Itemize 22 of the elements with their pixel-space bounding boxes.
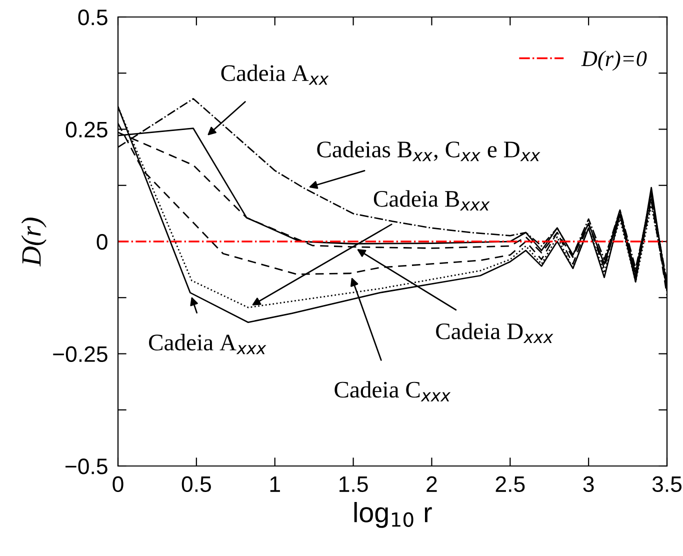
x-tick-label: 2.5 <box>496 476 525 492</box>
x-tick-label: 0 <box>112 476 124 492</box>
y-tick-label: 0 <box>96 234 108 250</box>
x-tick-label: 3 <box>583 476 594 492</box>
x-tick-label: 1.5 <box>340 476 368 492</box>
x-tick-label: 3.5 <box>652 476 682 492</box>
y-tick-label: 0.5 <box>78 10 108 26</box>
y-tick-label: 0.25 <box>66 122 108 138</box>
y-axis-title: D(r) <box>21 218 46 266</box>
annotation: Cadeia A$_{xxx}$ <box>148 334 266 354</box>
legend-label: D(r)=0 <box>581 50 647 71</box>
annotation: Cadeia C$_{xxx}$ <box>334 381 451 402</box>
annotation: Cadeia D$_{xxx}$ <box>436 322 554 343</box>
x-axis-title: log$_{10}$ r <box>354 502 432 528</box>
x-tick-label: 0.5 <box>182 476 211 492</box>
y-tick-label: −0.5 <box>66 458 108 474</box>
annotation: Cadeia B$_{xxx}$ <box>374 190 490 210</box>
x-tick-label: 1 <box>270 476 280 492</box>
x-tick-label: 2 <box>426 476 437 492</box>
annotation: Cadeia A$_{xx}$ <box>221 64 329 85</box>
annotation: Cadeias B$_{xx}$, C$_{xx}$ e D$_{xx}$ <box>317 140 540 162</box>
y-tick-label: −0.25 <box>53 346 108 362</box>
